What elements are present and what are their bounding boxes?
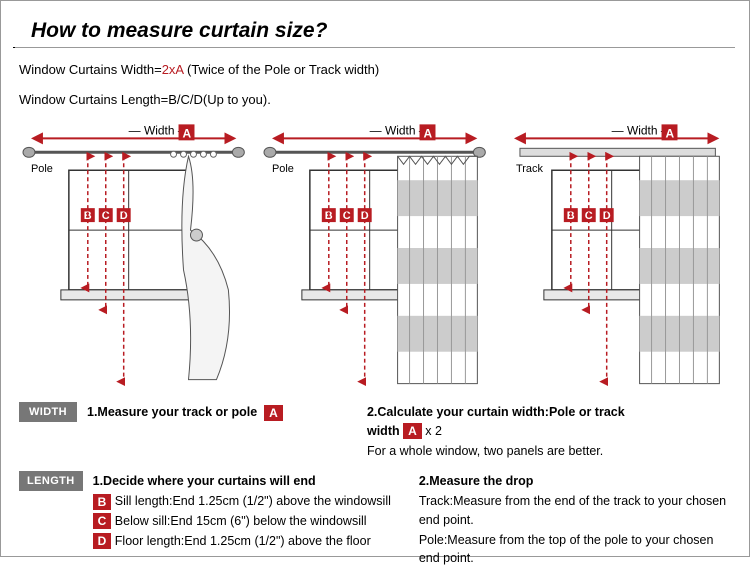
key-d: D [93, 533, 112, 549]
pole-text: Pole:Measure from the top of the pole to… [419, 531, 731, 569]
svg-text:Pole: Pole [272, 163, 294, 175]
width-step1-text: 1.Measure your track or pole [87, 405, 257, 419]
intro-width-formula: 2xA [162, 62, 184, 77]
key-a-2: A [403, 423, 422, 439]
c-text: Below sill:End 15cm (6") below the windo… [115, 514, 367, 528]
intro-block: Window Curtains Width=2xA (Twice of the … [1, 49, 749, 112]
pole-label: Pole [31, 163, 53, 175]
intro-width: Window Curtains Width=2xA (Twice of the … [19, 60, 731, 80]
key-b: B [93, 494, 112, 510]
width-step2-note: For a whole window, two panels are bette… [367, 442, 633, 461]
length-pill: LENGTH [19, 471, 83, 491]
width-step1: 1.Measure your track or pole A [87, 403, 353, 422]
width-step2: 2.Calculate your curtain width:Pole or t… [367, 403, 633, 441]
diagram-pole-grommet: Pole — Width — A B C D [19, 120, 248, 390]
svg-text:A: A [424, 126, 433, 140]
key-a-1: A [264, 405, 283, 421]
d-text: Floor length:End 1.25cm (1/2") above the… [115, 534, 371, 548]
diagram-row: Pole — Width — A B C D [1, 112, 749, 390]
instructions-block: WIDTH 1.Measure your track or pole A 2.C… [1, 390, 749, 569]
length-c: C Below sill:End 15cm (6") below the win… [93, 512, 405, 531]
page-title: How to measure curtain size? [13, 9, 345, 48]
width-pill: WIDTH [19, 402, 77, 422]
track-text: Track:Measure from the end of the track … [419, 492, 731, 530]
key-c: C [93, 513, 112, 529]
length-step1: 1.Decide where your curtains will end [93, 474, 316, 488]
width-step2-suffix: x 2 [422, 424, 442, 438]
title-text: How to measure curtain size? [31, 19, 327, 42]
b-text: Sill length:End 1.25cm (1/2") above the … [115, 494, 391, 508]
intro-width-prefix: Window Curtains Width= [19, 62, 162, 77]
length-step2: 2.Measure the drop [419, 474, 534, 488]
length-row: LENGTH 1.Decide where your curtains will… [19, 471, 731, 569]
svg-text:A: A [665, 126, 674, 140]
diagram-pole-pleated: Pole — Width — A B [260, 120, 489, 390]
svg-text:A: A [183, 126, 192, 140]
title-underline [15, 47, 735, 48]
length-b: B Sill length:End 1.25cm (1/2") above th… [93, 492, 405, 511]
intro-length: Window Curtains Length=B/C/D(Up to you). [19, 90, 731, 110]
intro-width-suffix: (Twice of the Pole or Track width) [183, 62, 379, 77]
svg-text:Track: Track [516, 163, 543, 175]
diagram-track: Track — Width — A B C D [502, 120, 731, 390]
length-d: D Floor length:End 1.25cm (1/2") above t… [93, 532, 405, 551]
width-row: WIDTH 1.Measure your track or pole A 2.C… [19, 402, 731, 461]
